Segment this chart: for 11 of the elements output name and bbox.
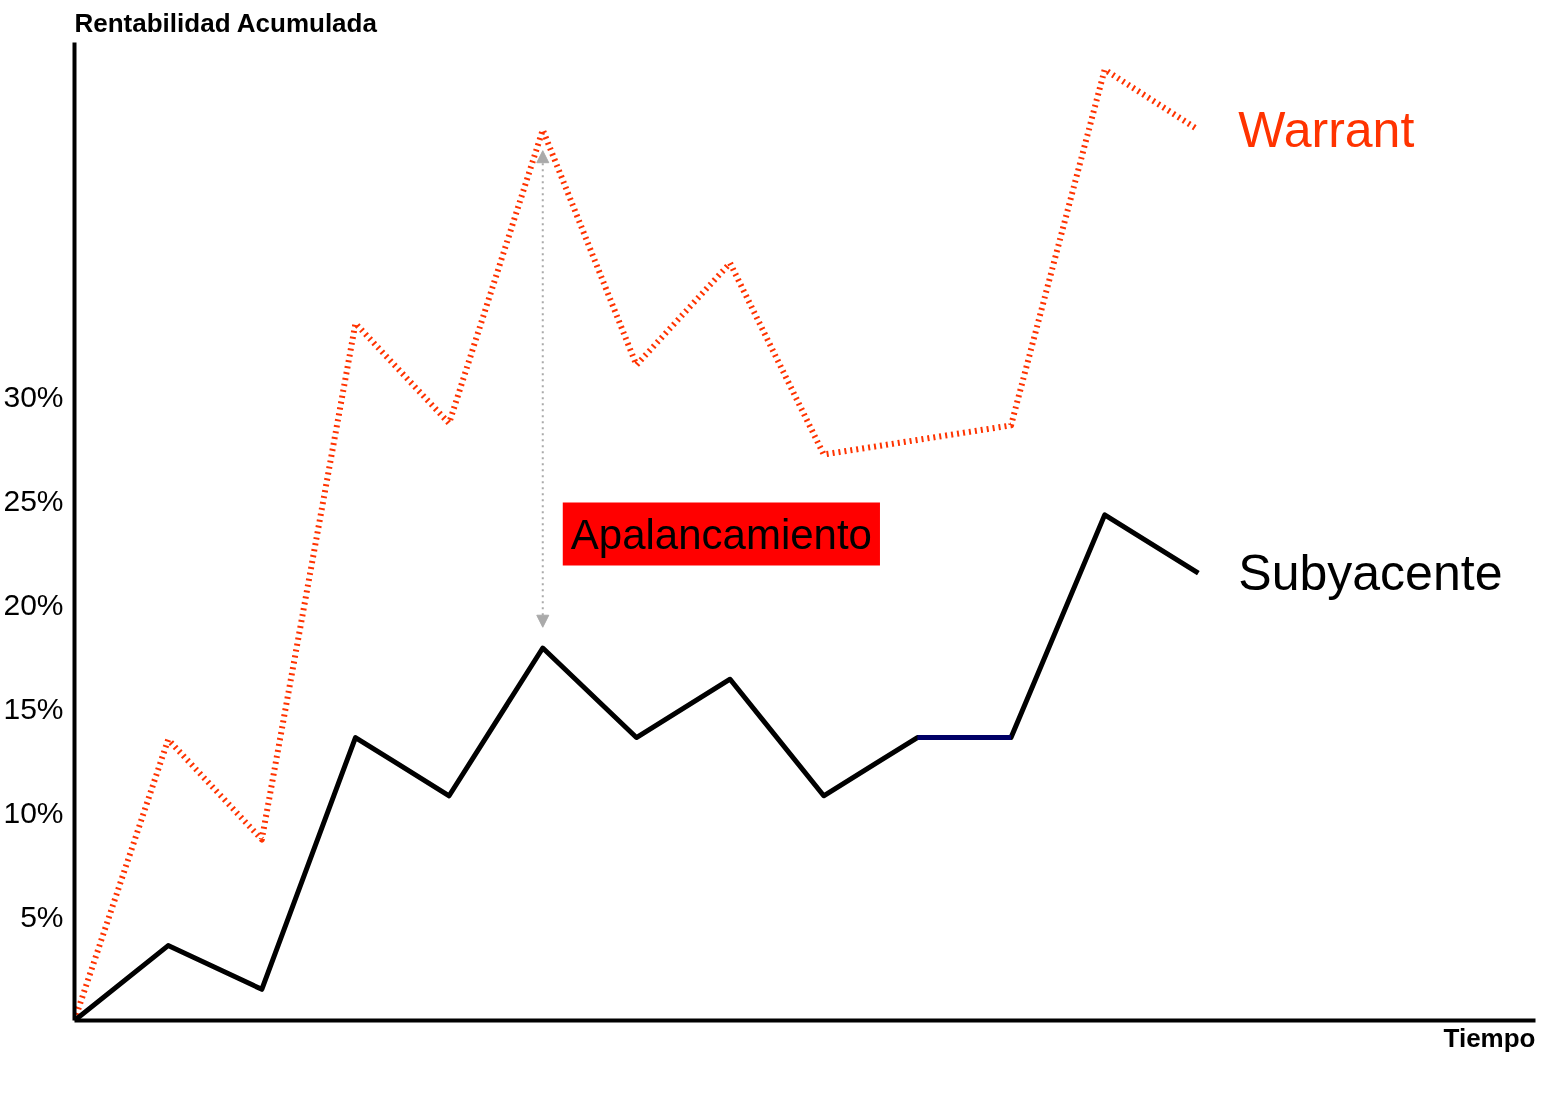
series-label: Subyacente [1238, 545, 1503, 602]
y-axis-title: Rentabilidad Acumulada [74, 7, 378, 38]
text: Tiempo [1443, 1022, 1536, 1053]
y-tick-label: 25% [3, 483, 64, 517]
y-tick-label: 5% [20, 899, 64, 933]
series-label: Warrant [1238, 101, 1415, 158]
y-tick-label: 30% [3, 379, 64, 413]
y-tick-label: 15% [3, 691, 64, 725]
annotation: Apalancamiento [570, 510, 872, 558]
y-tick-label: 20% [3, 587, 64, 621]
y-tick-label: 10% [3, 795, 64, 829]
